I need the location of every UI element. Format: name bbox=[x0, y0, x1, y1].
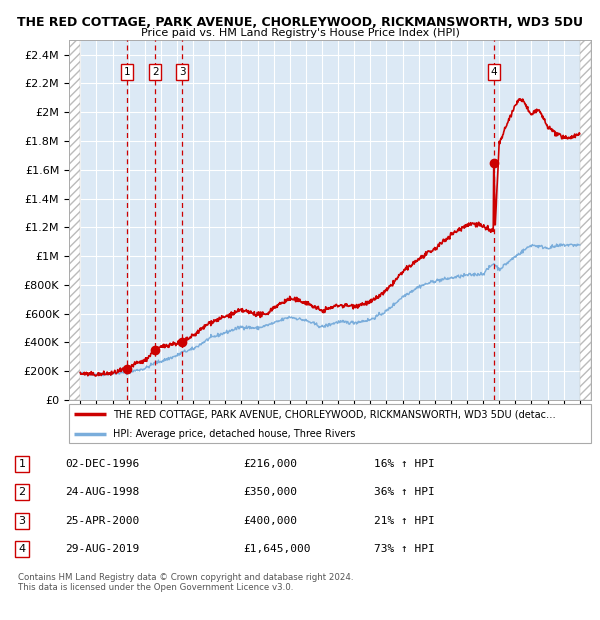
Text: £350,000: £350,000 bbox=[244, 487, 298, 497]
Text: 4: 4 bbox=[19, 544, 26, 554]
Text: 3: 3 bbox=[179, 67, 185, 77]
Text: 02-DEC-1996: 02-DEC-1996 bbox=[65, 459, 140, 469]
Text: Price paid vs. HM Land Registry's House Price Index (HPI): Price paid vs. HM Land Registry's House … bbox=[140, 28, 460, 38]
Text: 25-APR-2000: 25-APR-2000 bbox=[65, 516, 140, 526]
Text: 1: 1 bbox=[19, 459, 26, 469]
Text: 16% ↑ HPI: 16% ↑ HPI bbox=[374, 459, 435, 469]
Text: £1,645,000: £1,645,000 bbox=[244, 544, 311, 554]
Text: 3: 3 bbox=[19, 516, 26, 526]
Text: 24-AUG-1998: 24-AUG-1998 bbox=[65, 487, 140, 497]
Text: £216,000: £216,000 bbox=[244, 459, 298, 469]
Text: THE RED COTTAGE, PARK AVENUE, CHORLEYWOOD, RICKMANSWORTH, WD3 5DU (detac…: THE RED COTTAGE, PARK AVENUE, CHORLEYWOO… bbox=[113, 409, 556, 419]
Text: 1: 1 bbox=[124, 67, 131, 77]
Bar bbox=[69, 40, 80, 400]
FancyBboxPatch shape bbox=[69, 404, 591, 443]
Text: £400,000: £400,000 bbox=[244, 516, 298, 526]
Text: 36% ↑ HPI: 36% ↑ HPI bbox=[374, 487, 435, 497]
Text: 2: 2 bbox=[152, 67, 158, 77]
Text: 73% ↑ HPI: 73% ↑ HPI bbox=[374, 544, 435, 554]
Text: HPI: Average price, detached house, Three Rivers: HPI: Average price, detached house, Thre… bbox=[113, 428, 356, 438]
Text: THE RED COTTAGE, PARK AVENUE, CHORLEYWOOD, RICKMANSWORTH, WD3 5DU: THE RED COTTAGE, PARK AVENUE, CHORLEYWOO… bbox=[17, 16, 583, 29]
Text: 4: 4 bbox=[490, 67, 497, 77]
Text: 2: 2 bbox=[19, 487, 26, 497]
Bar bbox=[580, 40, 591, 400]
Text: Contains HM Land Registry data © Crown copyright and database right 2024.
This d: Contains HM Land Registry data © Crown c… bbox=[18, 573, 353, 592]
Text: 29-AUG-2019: 29-AUG-2019 bbox=[65, 544, 140, 554]
Text: 21% ↑ HPI: 21% ↑ HPI bbox=[374, 516, 435, 526]
